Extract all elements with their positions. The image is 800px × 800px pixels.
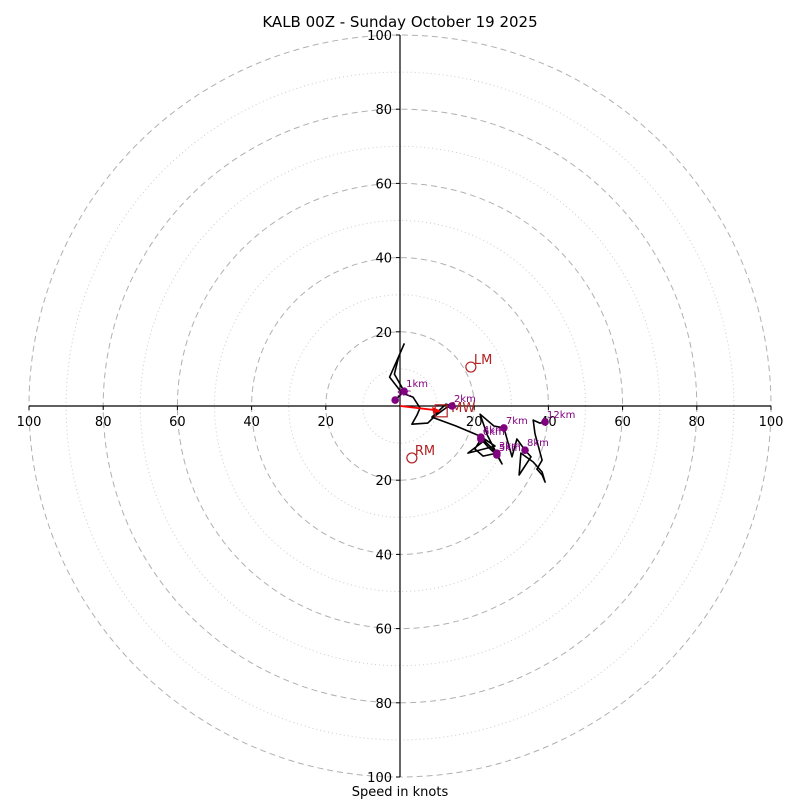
storm-motions: MW LM RM xyxy=(399,353,492,464)
height-marker-dot xyxy=(448,402,456,410)
height-marker-label: 8km xyxy=(527,438,549,449)
x-tick-label: 20 xyxy=(318,415,335,430)
height-markers: sfc1km2km3km4km5km6km7km8km12km xyxy=(391,379,575,459)
x-tick-label: 20 xyxy=(466,415,483,430)
y-tick-label: 100 xyxy=(367,771,392,786)
chart-title: KALB 00Z - Sunday October 19 2025 xyxy=(262,13,537,31)
x-tick-label: 100 xyxy=(759,415,784,430)
height-marker-label: 3km xyxy=(499,441,521,452)
y-tick-label: 80 xyxy=(375,103,392,118)
y-tick-label: 20 xyxy=(375,326,392,341)
height-marker-label: 12km xyxy=(547,410,575,421)
height-marker-label: 6km xyxy=(483,427,505,438)
wind-trace-line xyxy=(388,343,546,483)
height-marker-dot xyxy=(541,418,549,426)
storm-motion-marker xyxy=(465,361,477,373)
x-tick-label: 40 xyxy=(243,415,260,430)
y-tick-label: 20 xyxy=(375,474,392,489)
height-marker-label: 1km xyxy=(406,379,428,390)
height-marker-dot xyxy=(391,396,399,404)
height-marker-dot xyxy=(400,387,408,395)
storm-motion-label: RM xyxy=(415,444,435,459)
storm-motion-label: LM xyxy=(474,353,492,368)
mean-wind-label: MW xyxy=(451,401,475,416)
y-tick-label: 60 xyxy=(375,623,392,638)
tick-labels: 1008060402020406080100100806040202040608… xyxy=(17,29,784,786)
height-marker-dot xyxy=(521,446,529,454)
height-marker-label: 5km xyxy=(499,443,521,454)
x-tick-label: 60 xyxy=(169,415,186,430)
x-tick-label: 60 xyxy=(614,415,631,430)
y-tick-label: 80 xyxy=(375,697,392,712)
mean-wind-arrow xyxy=(399,405,438,412)
height-marker-label: 7km xyxy=(506,416,528,427)
mean-wind-marker xyxy=(434,404,448,418)
x-axis-label: Speed in knots xyxy=(352,785,449,800)
y-tick-label: 40 xyxy=(375,548,392,563)
y-tick-label: 60 xyxy=(375,177,392,192)
y-tick-label: 100 xyxy=(367,29,392,44)
height-marker-label: 2km xyxy=(454,394,476,405)
x-tick-label: 80 xyxy=(95,415,112,430)
wind-trace xyxy=(388,343,546,483)
x-tick-label: 80 xyxy=(689,415,706,430)
mean-wind-arrowhead xyxy=(432,406,442,414)
storm-motion-marker xyxy=(406,452,418,464)
x-tick-label: 100 xyxy=(17,415,42,430)
height-marker-dot xyxy=(477,435,485,443)
height-marker-label: 4km xyxy=(483,425,505,436)
y-tick-label: 40 xyxy=(375,252,392,267)
height-marker-dot xyxy=(493,451,501,459)
height-marker-dot xyxy=(500,424,508,432)
